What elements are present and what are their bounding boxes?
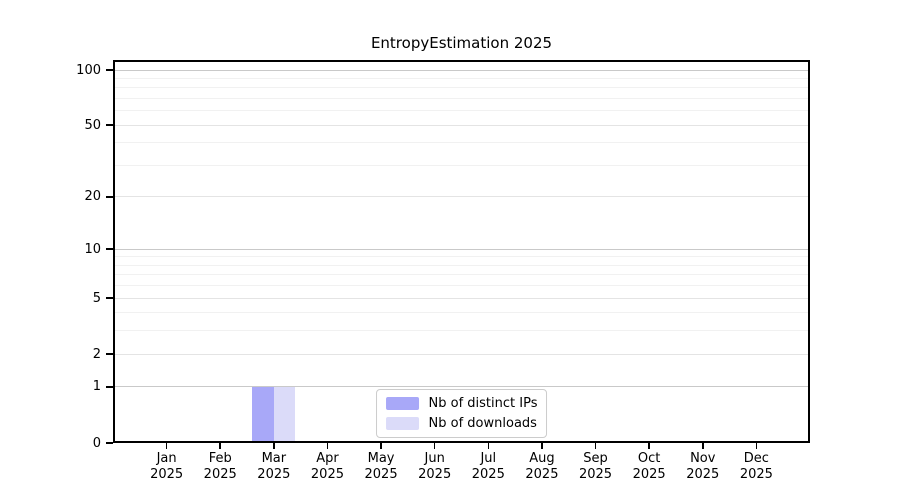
- plot-spine-right: [808, 60, 810, 443]
- x-tick-label: Jan 2025: [135, 451, 199, 483]
- y-tick: [106, 196, 113, 198]
- y-tick-label: 2: [92, 346, 101, 362]
- legend-swatch-distinct-ips: [385, 397, 419, 410]
- x-tick-month: Jun: [424, 451, 445, 466]
- legend-swatch-downloads: [385, 417, 419, 430]
- y-tick-label: 5: [92, 290, 101, 306]
- gridline-minor: [115, 164, 808, 166]
- gridline-decade: [115, 248, 808, 250]
- x-tick-year: 2025: [686, 467, 720, 482]
- x-tick: [433, 443, 436, 449]
- x-tick: [326, 443, 329, 449]
- gridline-minor: [115, 142, 808, 144]
- y-tick: [106, 248, 113, 250]
- x-tick-year: 2025: [632, 467, 666, 482]
- gridline-minor: [115, 97, 808, 99]
- legend: Nb of distinct IPs Nb of downloads: [375, 389, 548, 438]
- x-tick-label: Mar 2025: [242, 451, 306, 483]
- gridline-decade: [115, 69, 808, 71]
- gridline-minor: [115, 87, 808, 89]
- x-tick-month: Jan: [156, 451, 177, 466]
- x-tick-year: 2025: [739, 467, 773, 482]
- y-tick: [106, 297, 113, 299]
- y-tick-label: 10: [84, 241, 101, 257]
- x-tick: [273, 443, 275, 449]
- x-tick-month: Nov: [690, 451, 716, 466]
- bar-downloads: [273, 386, 296, 441]
- gridline-minor: [115, 110, 808, 112]
- x-tick-label: Jun 2025: [403, 451, 467, 483]
- y-tick-label: 20: [84, 189, 101, 205]
- x-tick: [648, 443, 650, 449]
- x-tick: [487, 443, 490, 449]
- legend-label-downloads: Nb of downloads: [428, 416, 537, 431]
- x-tick-month: Mar: [261, 451, 287, 466]
- gridline-major: [115, 124, 808, 126]
- y-tick: [106, 124, 113, 127]
- gridline-minor: [115, 274, 808, 276]
- x-tick: [380, 443, 382, 449]
- x-tick-label: Nov 2025: [671, 451, 735, 483]
- y-tick: [106, 353, 113, 355]
- y-tick-label: 1: [92, 379, 101, 395]
- x-tick-label: Aug 2025: [510, 451, 574, 483]
- x-tick-label: Apr 2025: [295, 451, 359, 483]
- x-tick-label: Feb 2025: [188, 451, 252, 483]
- legend-item-distinct-ips: Nb of distinct IPs: [385, 396, 538, 411]
- x-tick-year: 2025: [418, 467, 452, 482]
- y-tick: [106, 386, 113, 388]
- x-tick-year: 2025: [257, 467, 291, 482]
- x-tick: [165, 443, 168, 449]
- plot-area: Nb of distinct IPs Nb of downloads 0 1 2 5 1…: [76, 60, 810, 482]
- gridline-major: [115, 353, 808, 355]
- plot-spine-left: [113, 60, 115, 443]
- gridline-major: [115, 196, 808, 198]
- plot-spine-bottom: [113, 441, 810, 443]
- x-tick-month: Aug: [529, 451, 555, 466]
- gridline-minor: [115, 330, 808, 332]
- y-tick: [106, 69, 113, 71]
- x-tick: [541, 443, 543, 449]
- x-tick-month: Jul: [480, 451, 497, 466]
- x-tick-month: Oct: [637, 451, 661, 466]
- x-tick-label: Dec 2025: [724, 451, 788, 483]
- x-tick-year: 2025: [150, 467, 184, 482]
- x-tick-year: 2025: [203, 467, 237, 482]
- gridline-minor: [115, 256, 808, 258]
- x-tick-year: 2025: [310, 467, 344, 482]
- y-tick-label: 50: [84, 117, 101, 133]
- x-tick-year: 2025: [471, 467, 505, 482]
- x-tick: [219, 443, 222, 449]
- x-tick-year: 2025: [578, 467, 613, 482]
- y-tick-label: 0: [92, 435, 101, 451]
- x-tick-month: Apr: [316, 451, 339, 466]
- gridline-minor: [115, 77, 808, 79]
- x-tick-month: Feb: [208, 451, 232, 466]
- x-tick-label: Sep 2025: [564, 451, 628, 483]
- x-tick-year: 2025: [525, 467, 559, 482]
- x-tick-year: 2025: [364, 467, 398, 482]
- x-tick: [701, 443, 704, 449]
- x-tick: [755, 443, 758, 449]
- y-tick: [106, 442, 113, 444]
- x-tick-month: May: [367, 451, 395, 466]
- x-tick-label: May 2025: [349, 451, 413, 483]
- gridline-major: [115, 297, 808, 299]
- chart-title: EntropyEstimation 2025: [370, 34, 553, 52]
- x-tick: [594, 443, 597, 449]
- gridline-minor: [115, 264, 808, 266]
- gridline-minor: [115, 312, 808, 314]
- gridline-minor: [115, 285, 808, 287]
- plot-spine-top: [113, 60, 810, 62]
- legend-item-downloads: Nb of downloads: [385, 416, 538, 431]
- legend-label-distinct-ips: Nb of distinct IPs: [428, 396, 538, 411]
- gridline-decade: [115, 386, 808, 388]
- bar-distinct-ips: [252, 386, 274, 441]
- y-tick-label: 100: [76, 62, 101, 78]
- x-tick-label: Oct 2025: [617, 451, 681, 483]
- x-tick-month: Sep: [583, 451, 608, 466]
- x-tick-label: Jul 2025: [456, 451, 520, 483]
- x-tick-month: Dec: [743, 451, 769, 466]
